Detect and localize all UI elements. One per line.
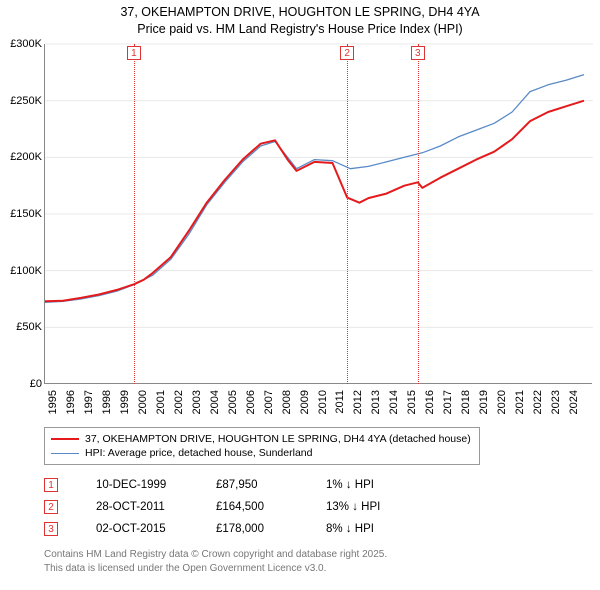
x-tick-label: 2013 bbox=[370, 390, 382, 414]
x-tick-label: 2022 bbox=[532, 390, 544, 414]
sales-table: 1 10-DEC-1999 £87,950 1% ↓ HPI 2 28-OCT-… bbox=[44, 474, 446, 540]
sale-diff-3: 8% ↓ HPI bbox=[326, 523, 446, 535]
y-tick-label: £0 bbox=[30, 378, 42, 390]
legend-label-1: 37, OKEHAMPTON DRIVE, HOUGHTON LE SPRING… bbox=[85, 433, 471, 445]
sale-date-3: 02-OCT-2015 bbox=[96, 523, 216, 535]
x-tick-label: 2007 bbox=[263, 390, 275, 414]
legend: 37, OKEHAMPTON DRIVE, HOUGHTON LE SPRING… bbox=[44, 427, 480, 465]
sale-row-2: 2 28-OCT-2011 £164,500 13% ↓ HPI bbox=[44, 496, 446, 518]
chart-plot-area: 1 2 3 bbox=[44, 44, 592, 384]
legend-row-2: HPI: Average price, detached house, Sund… bbox=[51, 446, 471, 460]
sale-marker-box-2: 2 bbox=[340, 46, 354, 60]
x-tick-label: 2023 bbox=[550, 390, 562, 414]
x-tick-label: 2017 bbox=[442, 390, 454, 414]
x-tick-label: 2003 bbox=[191, 390, 203, 414]
y-tick-label: £150K bbox=[10, 208, 42, 220]
x-tick-label: 2005 bbox=[227, 390, 239, 414]
x-tick-label: 2002 bbox=[173, 390, 185, 414]
sale-row-3: 3 02-OCT-2015 £178,000 8% ↓ HPI bbox=[44, 518, 446, 540]
footer-line-1: Contains HM Land Registry data © Crown c… bbox=[44, 548, 387, 562]
x-tick-label: 2001 bbox=[155, 390, 167, 414]
legend-row-1: 37, OKEHAMPTON DRIVE, HOUGHTON LE SPRING… bbox=[51, 432, 471, 446]
series-line-hpi bbox=[45, 75, 584, 303]
x-tick-label: 2011 bbox=[334, 390, 346, 414]
x-tick-label: 2016 bbox=[424, 390, 436, 414]
x-tick-label: 2004 bbox=[209, 390, 221, 414]
x-tick-label: 2019 bbox=[478, 390, 490, 414]
sale-marker-line-3 bbox=[418, 44, 419, 384]
x-tick-label: 2015 bbox=[406, 390, 418, 414]
sale-marker-2: 2 bbox=[44, 500, 58, 514]
x-tick-label: 1997 bbox=[83, 390, 95, 414]
x-tick-label: 2024 bbox=[568, 390, 580, 414]
legend-swatch-hpi bbox=[51, 453, 79, 454]
title-line-1: 37, OKEHAMPTON DRIVE, HOUGHTON LE SPRING… bbox=[0, 4, 600, 21]
x-tick-label: 2018 bbox=[460, 390, 472, 414]
x-tick-label: 2009 bbox=[299, 390, 311, 414]
chart-container: 37, OKEHAMPTON DRIVE, HOUGHTON LE SPRING… bbox=[0, 0, 600, 590]
sale-date-1: 10-DEC-1999 bbox=[96, 479, 216, 491]
sale-date-2: 28-OCT-2011 bbox=[96, 501, 216, 513]
legend-swatch-price-paid bbox=[51, 438, 79, 440]
x-tick-label: 2014 bbox=[388, 390, 400, 414]
x-tick-label: 2020 bbox=[496, 390, 508, 414]
sale-marker-line-2 bbox=[347, 44, 348, 384]
x-tick-label: 2021 bbox=[514, 390, 526, 414]
x-tick-label: 1998 bbox=[101, 390, 113, 414]
sale-diff-1: 1% ↓ HPI bbox=[326, 479, 446, 491]
x-tick-label: 2008 bbox=[281, 390, 293, 414]
sale-row-1: 1 10-DEC-1999 £87,950 1% ↓ HPI bbox=[44, 474, 446, 496]
x-tick-label: 2000 bbox=[137, 390, 149, 414]
y-tick-label: £250K bbox=[10, 95, 42, 107]
y-tick-label: £50K bbox=[16, 321, 42, 333]
title-block: 37, OKEHAMPTON DRIVE, HOUGHTON LE SPRING… bbox=[0, 0, 600, 38]
sale-marker-line-1 bbox=[134, 44, 135, 384]
x-tick-label: 2010 bbox=[317, 390, 329, 414]
sale-marker-1: 1 bbox=[44, 478, 58, 492]
sale-price-3: £178,000 bbox=[216, 523, 326, 535]
x-tick-label: 2012 bbox=[352, 390, 364, 414]
x-tick-label: 2006 bbox=[245, 390, 257, 414]
chart-svg bbox=[45, 44, 593, 384]
x-tick-label: 1995 bbox=[47, 390, 59, 414]
footer: Contains HM Land Registry data © Crown c… bbox=[44, 548, 387, 575]
y-tick-label: £200K bbox=[10, 151, 42, 163]
sale-price-2: £164,500 bbox=[216, 501, 326, 513]
y-tick-label: £100K bbox=[10, 265, 42, 277]
x-tick-label: 1996 bbox=[65, 390, 77, 414]
sale-price-1: £87,950 bbox=[216, 479, 326, 491]
y-tick-label: £300K bbox=[10, 38, 42, 50]
series-line-price_paid bbox=[45, 101, 584, 302]
sale-marker-box-1: 1 bbox=[127, 46, 141, 60]
x-tick-label: 1999 bbox=[119, 390, 131, 414]
sale-marker-3: 3 bbox=[44, 522, 58, 536]
sale-marker-box-3: 3 bbox=[411, 46, 425, 60]
footer-line-2: This data is licensed under the Open Gov… bbox=[44, 562, 387, 576]
sale-diff-2: 13% ↓ HPI bbox=[326, 501, 446, 513]
legend-label-2: HPI: Average price, detached house, Sund… bbox=[85, 447, 312, 459]
title-line-2: Price paid vs. HM Land Registry's House … bbox=[0, 21, 600, 38]
